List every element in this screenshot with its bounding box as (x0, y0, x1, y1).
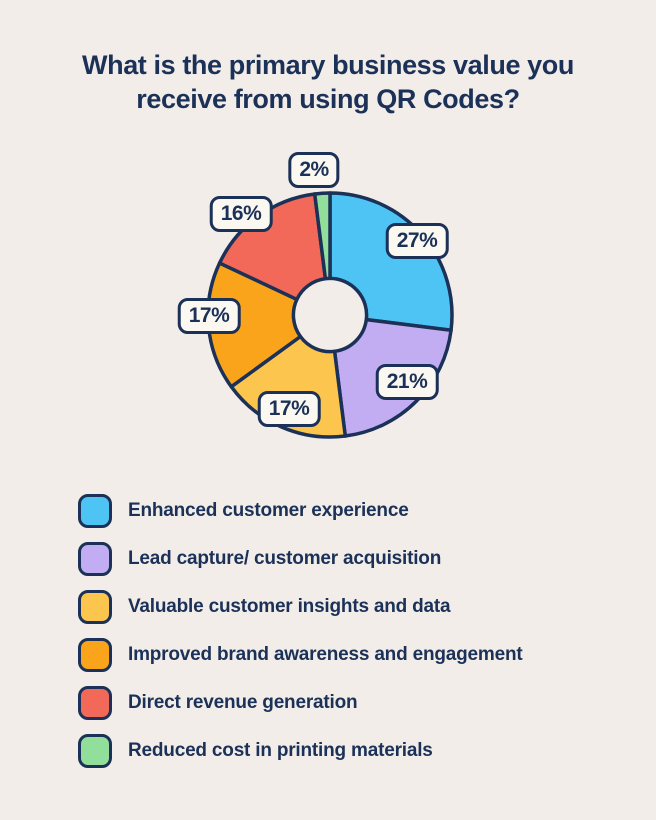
pie-slice-0 (328, 191, 454, 333)
pie-label-lead-capture: 21% (375, 364, 439, 400)
legend-swatch-orange (78, 638, 112, 672)
pie-label-enhanced-customer-experience: 27% (385, 223, 449, 259)
pie-slice-4 (217, 192, 328, 302)
pie-label-reduced-cost: 2% (288, 152, 340, 188)
legend-item-enhanced-customer-experience: Enhanced customer experience (78, 494, 522, 528)
donut-chart-svg (206, 191, 454, 439)
page-title: What is the primary business value you r… (0, 48, 656, 116)
pie-label-direct-revenue: 16% (209, 196, 273, 232)
legend-item-direct-revenue: Direct revenue generation (78, 686, 522, 720)
legend-item-reduced-cost: Reduced cost in printing materials (78, 734, 522, 768)
page-title-line1: What is the primary business value you (82, 50, 574, 80)
legend-item-customer-insights: Valuable customer insights and data (78, 590, 522, 624)
legend-label: Direct revenue generation (128, 692, 358, 713)
chart-legend: Enhanced customer experience Lead captur… (78, 494, 523, 768)
legend-label: Lead capture/ customer acquisition (128, 548, 442, 569)
donut-chart: 27% 21% 17% 17% 16% 2% (177, 152, 454, 439)
pie-slice-5 (312, 191, 332, 281)
legend-swatch-red (78, 686, 112, 720)
pie-label-customer-insights: 17% (257, 391, 321, 427)
legend-label: Valuable customer insights and data (128, 596, 451, 617)
legend-label: Reduced cost in printing materials (128, 740, 433, 761)
page-title-line2: receive from using QR Codes? (136, 84, 520, 114)
legend-label: Enhanced customer experience (128, 500, 409, 521)
legend-swatch-yellow (78, 590, 112, 624)
pie-slice-3 (206, 261, 303, 389)
pie-label-brand-awareness: 17% (177, 298, 241, 334)
legend-swatch-purple (78, 542, 112, 576)
legend-swatch-blue (78, 494, 112, 528)
legend-swatch-green (78, 734, 112, 768)
legend-label: Improved brand awareness and engagement (128, 644, 523, 665)
legend-item-lead-capture: Lead capture/ customer acquisition (78, 542, 522, 576)
legend-item-brand-awareness: Improved brand awareness and engagement (78, 638, 523, 672)
